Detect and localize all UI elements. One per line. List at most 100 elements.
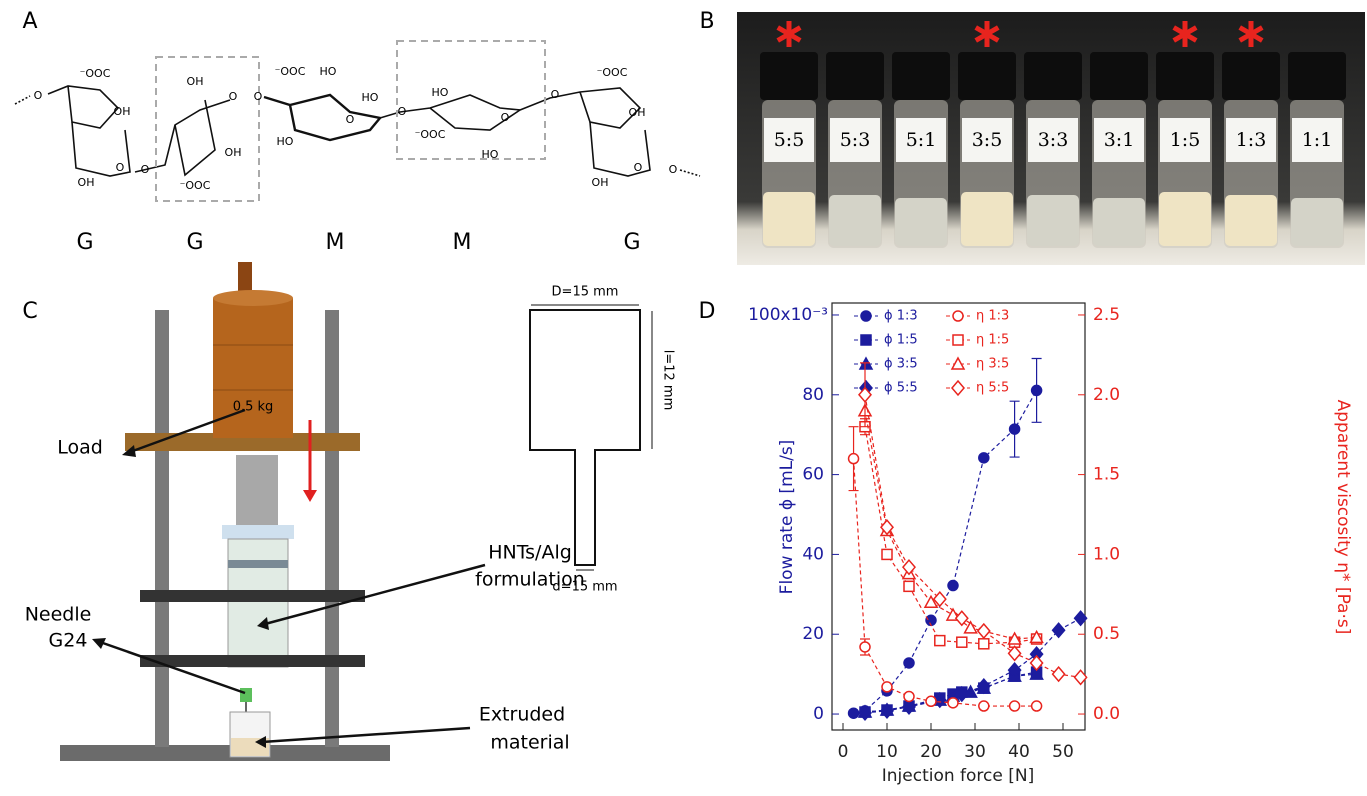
marker [925,695,937,708]
marker [847,452,860,465]
x-axis-title: Injection force [N] [882,766,1034,786]
marker [902,559,916,576]
dimension-label: l=12 mm [661,350,676,411]
chem-label: O [398,105,407,118]
marker [1007,631,1022,645]
vial-cap [1222,52,1280,100]
marker [1008,700,1021,712]
chem-label: O [634,161,643,174]
unit-label: G [76,230,93,255]
marker [978,700,990,712]
x-tick-label: 20 [920,742,942,762]
y-tick-label: 2.5 [1093,305,1120,325]
vial-label: 5:5 [774,129,805,151]
legend-marker [860,334,872,346]
legend-label: ϕ 1:5 [884,333,918,348]
chem-label: ⁻OOC [597,66,628,79]
alginate-structure [14,85,701,177]
marker [954,685,969,703]
legend-marker [951,379,965,397]
vial-label: 1:1 [1302,129,1333,151]
vial-cap [760,52,818,100]
marker [881,681,893,693]
series-line [853,390,1038,714]
marker [963,620,978,634]
marker [847,707,860,719]
chem-label: HO [362,91,379,104]
vial-tag [962,118,1012,162]
series-line [864,673,1037,713]
chem-label: O [501,111,510,124]
vial-liquid [1093,198,1145,246]
chem-label: O [141,163,150,176]
marker [858,386,872,403]
asterisk [1172,25,1198,43]
legend-label: ϕ 3:5 [884,357,918,372]
marker [903,690,915,703]
chem-label: ⁻OOC [415,128,446,141]
dimension-label: d=15 mm [552,580,617,595]
unit-label: M [326,230,345,255]
vial-cap [1024,52,1082,100]
vial-tag [1094,118,1144,162]
y-tick-label: 80 [802,385,824,405]
marker [1051,622,1066,639]
vial-label: 5:1 [906,129,937,151]
marker [903,580,915,593]
marker [956,636,968,648]
chem-label: ⁻OOC [80,67,111,80]
chem-label: OH [78,176,95,189]
vial-label: 1:5 [1170,129,1201,151]
vial-cap [1156,52,1214,100]
chem-label: HO [432,86,449,99]
vial-cap [892,52,950,100]
legend-marker [950,356,966,370]
weight-label: 0.5 kg [233,400,274,415]
vial-liquid [763,192,815,246]
vial-tag [1226,118,1276,162]
marker [934,634,946,647]
chem-label: O [346,113,355,126]
vial-liquid [1159,192,1211,246]
chem-label: ⁻OOC [275,65,306,78]
marker [903,657,915,669]
marker [858,704,872,721]
vial-liquid [829,195,881,246]
y-tick-label: 0 [813,704,824,724]
formulation-label: formulation [475,569,585,591]
chem-label: O [229,90,238,103]
legend-marker [858,356,874,370]
vial-label: 3:5 [972,129,1003,151]
vial-liquid [1291,198,1343,246]
vial-liquid [961,192,1013,246]
marker [1073,669,1088,686]
unit-label: M [453,230,472,255]
y2-axis-title: Apparent viscosity η* [Pa·s] [1333,400,1353,635]
extruded-label: material [490,732,569,754]
marker [947,697,959,709]
chem-label: HO [320,65,337,78]
vial-tag [830,118,880,162]
series-line [864,410,1037,640]
unit-label: G [623,230,640,255]
vial-liquid [1027,195,1079,246]
legend-label: η 1:3 [976,309,1009,324]
y-tick-label: 1.5 [1093,465,1120,485]
marker [1007,645,1022,662]
asterisk [776,25,802,43]
x-tick-label: 40 [1008,742,1030,762]
legend-label: η 5:5 [976,381,1009,396]
panel-label: A [22,9,37,34]
y-axis-title: Flow rate ϕ [mL/s] [777,440,797,595]
marker [947,579,959,592]
vial-liquid [895,198,947,246]
load-label: Load [57,437,103,459]
legend-label: ϕ 1:3 [884,309,918,324]
chem-label: O [669,163,678,176]
chem-label: OH [187,75,204,88]
panel-label: C [22,299,37,324]
vial-label: 3:1 [1104,129,1135,151]
marker [978,452,990,464]
vial-cap [958,52,1016,100]
